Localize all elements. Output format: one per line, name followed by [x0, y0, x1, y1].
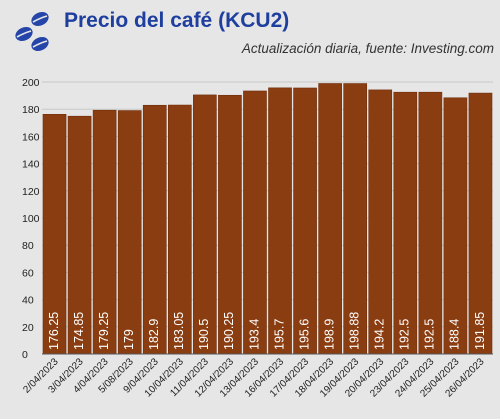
bar-value-label: 191.85 [473, 312, 487, 350]
y-tick-label: 40 [22, 295, 34, 307]
bar-chart: 020406080100120140160180200176.252/04/20… [21, 77, 493, 400]
y-tick-label: 180 [22, 104, 40, 116]
y-tick-label: 100 [22, 213, 40, 225]
y-tick-label: 0 [22, 349, 28, 361]
bar-value-label: 192.5 [423, 319, 437, 350]
bar-value-label: 190.25 [222, 312, 236, 350]
bar [443, 97, 468, 355]
chart-header: Precio del café (KCU2) Actualización dia… [0, 0, 500, 62]
bar [368, 89, 393, 355]
bar [293, 87, 317, 355]
bar-value-label: 179 [122, 329, 136, 350]
y-tick-label: 120 [22, 186, 40, 198]
bar [243, 90, 267, 355]
bar-value-label: 188.4 [448, 319, 462, 350]
bar-value-label: 198.9 [322, 319, 336, 350]
chart-title: Precio del café (KCU2) [64, 9, 290, 32]
bar-value-label: 192.5 [398, 319, 412, 350]
bar-value-label: 193.4 [247, 319, 261, 350]
bar [142, 104, 167, 355]
y-tick-label: 160 [22, 131, 40, 143]
chart-subtitle: Actualización diaria, fuente: Investing.… [241, 41, 494, 56]
y-tick-label: 20 [22, 322, 34, 334]
y-tick-label: 60 [22, 267, 34, 279]
y-tick-label: 80 [22, 240, 34, 252]
bar [268, 87, 292, 355]
bar-value-label: 190.5 [197, 319, 211, 350]
bar [418, 91, 443, 355]
bar-value-label: 198.88 [347, 312, 361, 350]
bar [318, 83, 342, 355]
coffee-beans-icon [15, 11, 49, 52]
bar-value-label: 183.05 [172, 312, 186, 350]
bar-value-label: 182.9 [147, 319, 161, 350]
bar-value-label: 179.25 [97, 312, 111, 350]
bar [393, 91, 418, 355]
bar [117, 110, 142, 355]
y-tick-label: 200 [22, 77, 40, 89]
bar-value-label: 176.25 [47, 312, 61, 350]
bar-value-label: 174.85 [72, 312, 86, 350]
bar-value-label: 195.7 [272, 319, 286, 350]
bar [193, 94, 217, 355]
bar-value-label: 195.6 [297, 319, 311, 350]
y-tick-label: 140 [22, 159, 40, 171]
bar-value-label: 194.2 [373, 319, 387, 350]
